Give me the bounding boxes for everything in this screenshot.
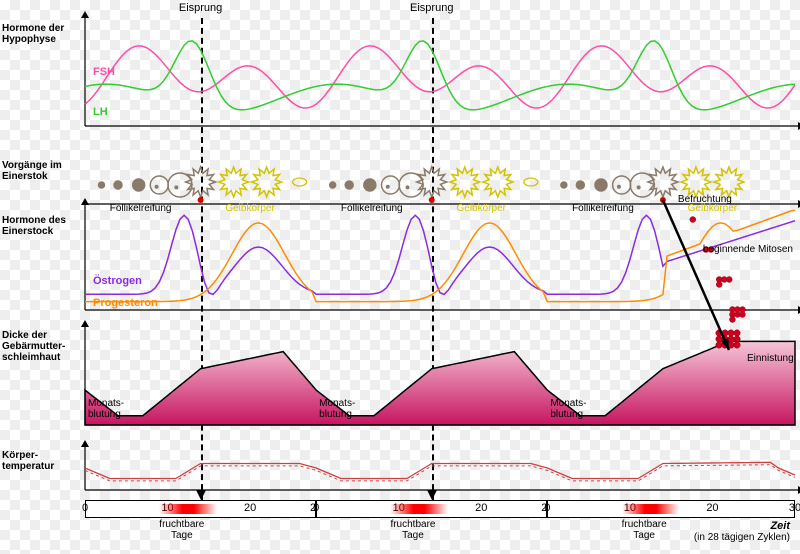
egg-icon (429, 197, 435, 203)
burst-icon (252, 167, 282, 197)
progesterone-curve (85, 210, 795, 301)
progesterone-label: Progesteron (93, 297, 158, 309)
follicle-icon (345, 181, 353, 189)
follicle-icon (630, 173, 654, 197)
follicle-icon (133, 179, 145, 191)
zeit-label: Zeit (770, 520, 790, 532)
einnistung-label: Einnistung (747, 354, 794, 365)
follicle-icon (561, 182, 567, 188)
follicle-icon (364, 179, 376, 191)
follicle-icon (168, 173, 192, 197)
follicle-icon (613, 176, 631, 194)
burst-icon (450, 167, 480, 197)
egg-icon (660, 197, 666, 203)
tick-label: 20 (244, 502, 256, 514)
temperature-chart (0, 450, 800, 500)
tick-label: 0 (82, 502, 88, 514)
follicle-icon (330, 182, 336, 188)
monatsblutung-label: Monats-blutung (550, 399, 586, 420)
fsh-label: FSH (93, 66, 115, 78)
follicle-icon (150, 176, 168, 194)
burst-icon (219, 167, 249, 197)
temp-solid-curve (85, 462, 795, 478)
follicle-icon (576, 181, 584, 189)
tick-label: 20 (706, 502, 718, 514)
zeit-sublabel: (in 28 tägigen Zyklen) (694, 533, 790, 544)
follicle-icon (595, 179, 607, 191)
lh-label: LH (93, 106, 108, 118)
burst-icon (681, 167, 711, 197)
fertile-bar (159, 504, 217, 514)
follicle-icon (399, 173, 423, 197)
tick-label: 0 (313, 502, 319, 514)
fsh-curve (85, 46, 795, 108)
follicle-icon (99, 182, 105, 188)
endometrium-area (85, 341, 795, 425)
estrogen-curve (85, 215, 795, 294)
follicle-icon (114, 181, 122, 189)
follicle-icon (381, 176, 399, 194)
tick-label: 20 (475, 502, 487, 514)
estrogen-label: Östrogen (93, 275, 142, 287)
hypophysis-chart (0, 0, 800, 136)
mitosen-label: beginnende Mitosen (703, 245, 793, 256)
monatsblutung-label: Monats-blutung (319, 399, 355, 420)
befruchtung-label: Befruchtung (678, 195, 732, 206)
temp-dashed-curve (85, 465, 795, 481)
egg-icon (198, 197, 204, 203)
fertile-bar (390, 504, 448, 514)
burst-icon (714, 167, 744, 197)
blastocyst-icon (714, 328, 744, 358)
monatsblutung-label: Monats-blutung (88, 399, 124, 420)
burst-icon (483, 167, 513, 197)
fertile-bar (622, 504, 680, 514)
tick-label: 30 (789, 502, 800, 514)
tick-label: 0 (544, 502, 550, 514)
